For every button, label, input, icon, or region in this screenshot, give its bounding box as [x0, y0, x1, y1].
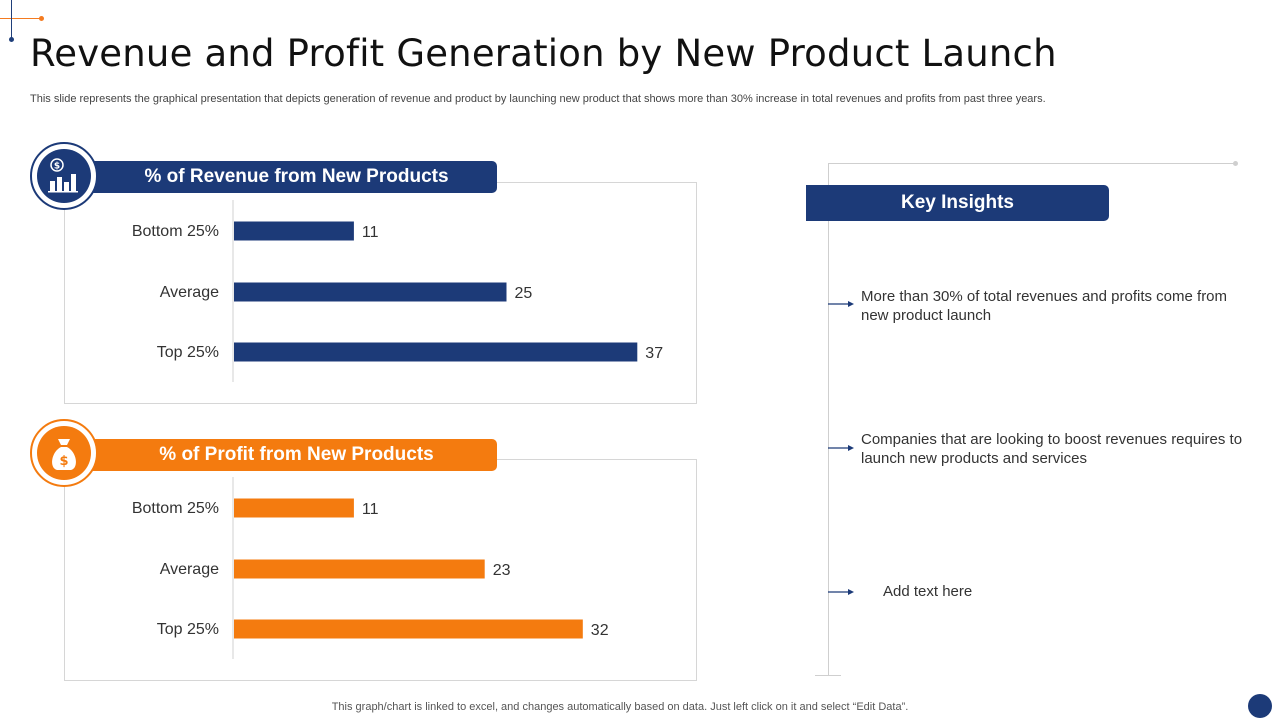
category-tick-label: Bottom 25%: [132, 223, 219, 240]
category-tick-label: Average: [160, 561, 219, 578]
arrow-right-icon: [828, 445, 854, 451]
bar-data-label: 23: [493, 562, 511, 579]
corner-dot: [9, 37, 14, 42]
arrow-right-icon: [828, 589, 854, 595]
bar: [234, 282, 507, 302]
bar-data-label: 11: [362, 501, 379, 518]
svg-text:$: $: [59, 454, 68, 469]
revenue-panel-header: % of Revenue from New Products: [78, 161, 497, 193]
corner-line-horizontal: [0, 18, 42, 19]
key-insights-header: Key Insights: [806, 185, 1109, 221]
profit-bar-chart[interactable]: Bottom 25% 11 Average 23 Top 25% 32: [64, 459, 695, 679]
corner-dot-orange: [39, 16, 44, 21]
footer-note: This graph/chart is linked to excel, and…: [331, 701, 909, 713]
bar-data-label: 37: [645, 345, 663, 362]
insight-text: Companies that are looking to boost reve…: [861, 431, 1243, 467]
bar: [234, 221, 354, 241]
money-bar-chart-icon: $: [37, 149, 91, 203]
bar-data-label: 11: [362, 224, 379, 241]
profit-panel-header: % of Profit from New Products: [78, 439, 497, 471]
bar-data-label: 32: [591, 622, 609, 639]
insight-text[interactable]: Add text here: [883, 583, 973, 600]
money-bag-icon: $: [37, 426, 91, 480]
corner-line-vertical: [11, 0, 12, 40]
slide-subtitle: This slide represents the graphical pres…: [30, 93, 1046, 105]
arrow-right-icon: [828, 301, 854, 307]
bar-data-label: 25: [515, 285, 533, 302]
svg-text:$: $: [54, 162, 60, 172]
insights-frame-bottom: [815, 675, 841, 676]
insights-frame-left: [828, 163, 829, 676]
bar: [234, 619, 583, 639]
insight-text: More than 30% of total revenues and prof…: [861, 288, 1228, 324]
insights-frame-top: [828, 163, 1236, 164]
category-tick-label: Top 25%: [157, 621, 219, 638]
category-tick-label: Average: [160, 284, 219, 301]
page-indicator-dot: [1248, 694, 1272, 718]
bar: [234, 559, 485, 579]
revenue-bar-chart[interactable]: Bottom 25% 11 Average 25 Top 25% 37: [64, 182, 695, 402]
bar: [234, 342, 638, 362]
revenue-icon-badge: $: [30, 142, 98, 210]
category-tick-label: Bottom 25%: [132, 500, 219, 517]
insights-frame-dot: [1233, 161, 1238, 166]
slide-title: Revenue and Profit Generation by New Pro…: [30, 32, 1057, 75]
bar: [234, 498, 354, 518]
profit-icon-badge: $: [30, 419, 98, 487]
category-tick-label: Top 25%: [157, 344, 219, 361]
